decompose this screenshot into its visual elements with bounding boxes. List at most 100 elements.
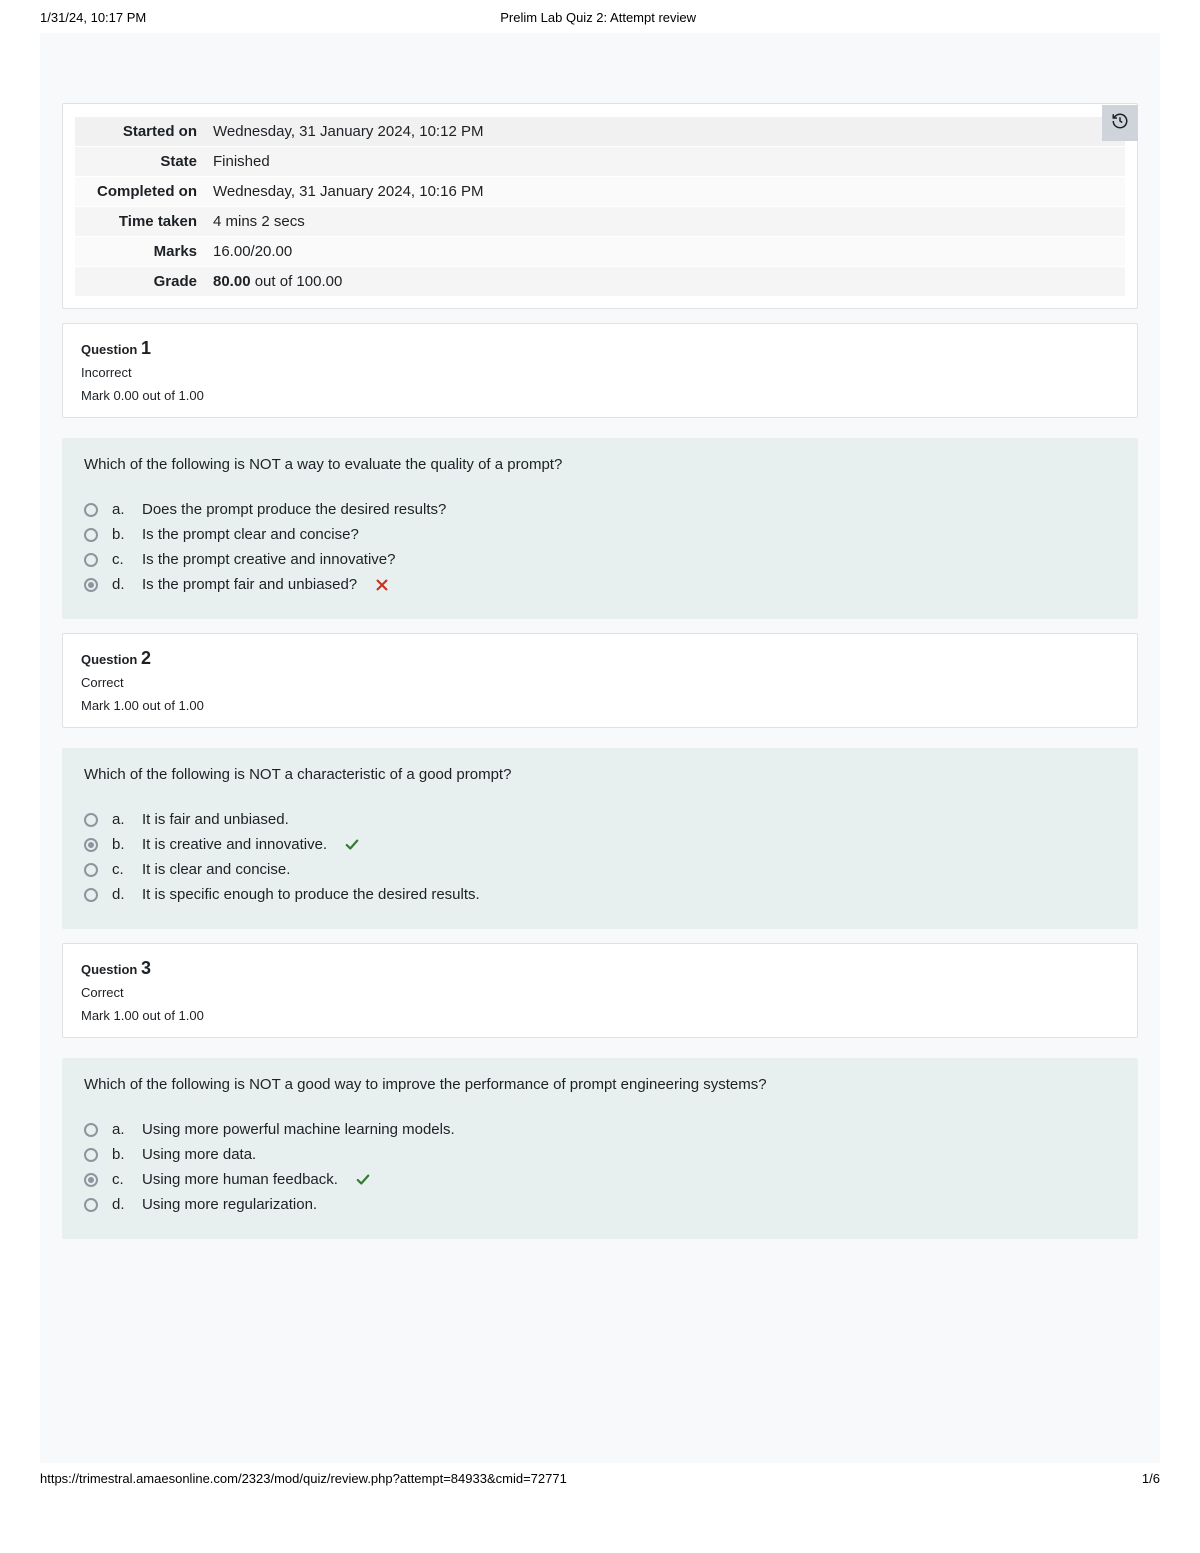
radio-icon: [84, 1173, 98, 1187]
summary-label: Completed on: [75, 177, 205, 207]
answer-text: It is specific enough to produce the des…: [142, 886, 480, 903]
summary-value: Wednesday, 31 January 2024, 10:12 PM: [205, 117, 1125, 147]
answer-text: Is the prompt creative and innovative?: [142, 551, 395, 568]
radio-icon: [84, 578, 98, 592]
correct-icon: [345, 838, 359, 852]
answer-option[interactable]: b.Using more data.: [84, 1142, 1116, 1167]
question-content: Which of the following is NOT a good way…: [62, 1058, 1138, 1239]
correct-icon: [356, 1173, 370, 1187]
question-mark: Mark 1.00 out of 1.00: [81, 1008, 1119, 1023]
print-timestamp: 1/31/24, 10:17 PM: [40, 10, 146, 25]
radio-icon: [84, 553, 98, 567]
answer-option[interactable]: b. It is creative and innovative.: [84, 832, 1116, 857]
radio-icon: [84, 1198, 98, 1212]
question-info: Question 1 Incorrect Mark 0.00 out of 1.00: [62, 323, 1138, 418]
answer-option[interactable]: d. It is specific enough to produce the d…: [84, 882, 1116, 907]
summary-value: 4 mins 2 secs: [205, 207, 1125, 237]
question-label: Question: [81, 652, 141, 667]
answer-letter: a.: [112, 501, 128, 518]
answer-option[interactable]: a. It is fair and unbiased.: [84, 807, 1116, 832]
summary-label: Marks: [75, 237, 205, 267]
question-status: Correct: [81, 985, 1119, 1000]
answer-option[interactable]: d. Is the prompt fair and unbiased?: [84, 572, 1116, 597]
answer-letter: c.: [112, 1171, 128, 1188]
summary-row: StateFinished: [75, 147, 1125, 177]
question-content: Which of the following is NOT a way to e…: [62, 438, 1138, 619]
incorrect-icon: [375, 578, 389, 592]
print-header: 1/31/24, 10:17 PM Prelim Lab Quiz 2: Att…: [0, 0, 1200, 33]
question-number: 3: [141, 958, 151, 978]
answer-text: It is clear and concise.: [142, 861, 290, 878]
summary-row: Marks16.00/20.00: [75, 237, 1125, 267]
history-icon: [1111, 112, 1129, 134]
answer-text: Using more regularization.: [142, 1196, 317, 1213]
radio-icon: [84, 863, 98, 877]
answer-option[interactable]: a. Does the prompt produce the desired re…: [84, 497, 1116, 522]
question-text: Which of the following is NOT a characte…: [84, 766, 1116, 783]
answer-text: It is creative and innovative.: [142, 836, 327, 853]
answer-text: Is the prompt fair and unbiased?: [142, 576, 357, 593]
question-mark: Mark 1.00 out of 1.00: [81, 698, 1119, 713]
answer-text: It is fair and unbiased.: [142, 811, 289, 828]
radio-icon: [84, 838, 98, 852]
answer-text: Using more data.: [142, 1146, 256, 1163]
answer-letter: d.: [112, 576, 128, 593]
answer-option[interactable]: c. It is clear and concise.: [84, 857, 1116, 882]
question-block: Question 3 Correct Mark 1.00 out of 1.00 Wh…: [62, 943, 1138, 1239]
answer-letter: d.: [112, 1196, 128, 1213]
question-number: 1: [141, 338, 151, 358]
answer-option[interactable]: a. Using more powerful machine learning m…: [84, 1117, 1116, 1142]
answer-option[interactable]: d. Using more regularization.: [84, 1192, 1116, 1217]
question-label: Question: [81, 342, 141, 357]
summary-row: Grade80.00 out of 100.00: [75, 267, 1125, 297]
radio-icon: [84, 528, 98, 542]
attempt-summary-card: Started onWednesday, 31 January 2024, 10…: [62, 103, 1138, 309]
answer-letter: a.: [112, 1121, 128, 1138]
radio-icon: [84, 1148, 98, 1162]
answer-letter: a.: [112, 811, 128, 828]
question-text: Which of the following is NOT a way to e…: [84, 456, 1116, 473]
summary-value: Wednesday, 31 January 2024, 10:16 PM: [205, 177, 1125, 207]
summary-value: 80.00 out of 100.00: [205, 267, 1125, 297]
summary-label: State: [75, 147, 205, 177]
question-mark: Mark 0.00 out of 1.00: [81, 388, 1119, 403]
question-label: Question: [81, 962, 141, 977]
answer-text: Using more powerful machine learning mod…: [142, 1121, 455, 1138]
radio-icon: [84, 888, 98, 902]
question-status: Correct: [81, 675, 1119, 690]
radio-icon: [84, 1123, 98, 1137]
print-title: Prelim Lab Quiz 2: Attempt review: [500, 10, 696, 25]
answer-text: Is the prompt clear and concise?: [142, 526, 359, 543]
answer-option[interactable]: c. Using more human feedback.: [84, 1167, 1116, 1192]
answer-letter: b.: [112, 526, 128, 543]
summary-label: Grade: [75, 267, 205, 297]
question-status: Incorrect: [81, 365, 1119, 380]
answer-text: Does the prompt produce the desired resu…: [142, 501, 446, 518]
page-background: Started onWednesday, 31 January 2024, 10…: [40, 33, 1160, 1463]
radio-icon: [84, 503, 98, 517]
question-content: Which of the following is NOT a characte…: [62, 748, 1138, 929]
print-page-number: 1/6: [1142, 1471, 1160, 1486]
radio-icon: [84, 813, 98, 827]
question-info: Question 3 Correct Mark 1.00 out of 1.00: [62, 943, 1138, 1038]
review-history-button[interactable]: [1102, 105, 1138, 141]
summary-row: Time taken4 mins 2 secs: [75, 207, 1125, 237]
summary-value: Finished: [205, 147, 1125, 177]
question-block: Question 2 Correct Mark 1.00 out of 1.00 Wh…: [62, 633, 1138, 929]
answer-letter: c.: [112, 861, 128, 878]
answer-option[interactable]: b. Is the prompt clear and concise?: [84, 522, 1116, 547]
answer-letter: d.: [112, 886, 128, 903]
summary-row: Completed onWednesday, 31 January 2024, …: [75, 177, 1125, 207]
answer-text: Using more human feedback.: [142, 1171, 338, 1188]
print-footer: https://trimestral.amaesonline.com/2323/…: [0, 1463, 1200, 1500]
summary-table: Started onWednesday, 31 January 2024, 10…: [75, 116, 1125, 296]
summary-label: Time taken: [75, 207, 205, 237]
question-info: Question 2 Correct Mark 1.00 out of 1.00: [62, 633, 1138, 728]
summary-row: Started onWednesday, 31 January 2024, 10…: [75, 117, 1125, 147]
print-url: https://trimestral.amaesonline.com/2323/…: [40, 1471, 567, 1486]
answer-option[interactable]: c.Is the prompt creative and innovative?: [84, 547, 1116, 572]
question-number: 2: [141, 648, 151, 668]
answer-letter: b.: [112, 836, 128, 853]
question-text: Which of the following is NOT a good way…: [84, 1076, 1116, 1093]
summary-label: Started on: [75, 117, 205, 147]
